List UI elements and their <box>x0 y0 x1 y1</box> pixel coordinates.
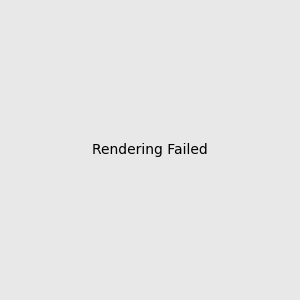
Text: Rendering Failed: Rendering Failed <box>92 143 208 157</box>
